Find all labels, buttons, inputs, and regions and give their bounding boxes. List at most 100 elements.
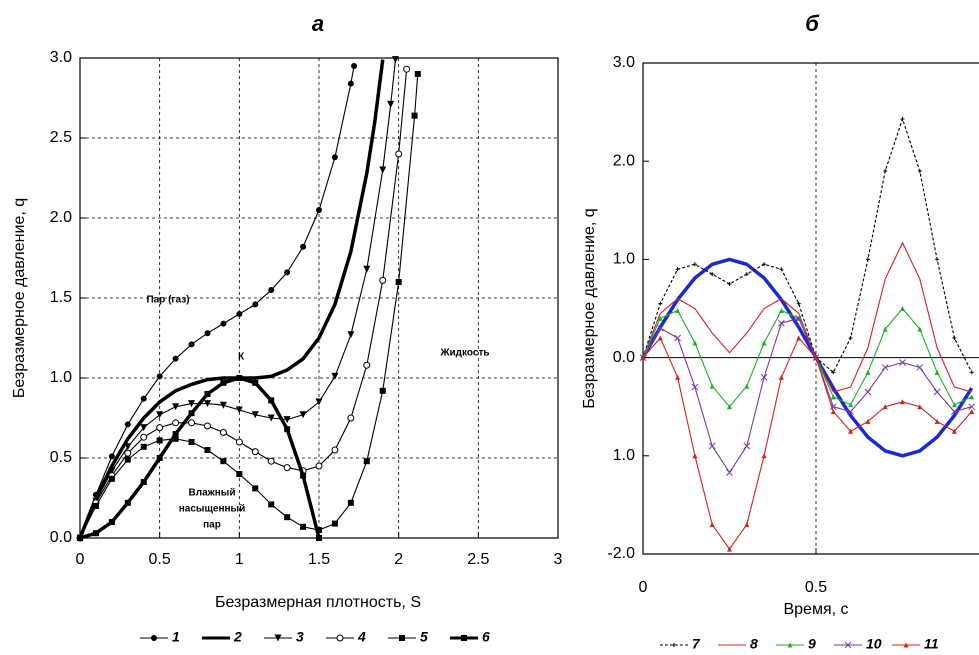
marker: [156, 424, 164, 432]
marker: [935, 257, 940, 262]
marker: [92, 503, 99, 509]
y-tick-label: 3.0: [613, 54, 635, 71]
legend-label: 7: [692, 636, 701, 652]
series-line: [79, 69, 408, 539]
marker: [140, 433, 148, 441]
marker: [140, 479, 147, 485]
x-tick-label: 0.5: [149, 551, 171, 568]
legend-label: 1: [172, 629, 180, 645]
annotation: Пар (газ): [146, 295, 189, 306]
marker: [917, 169, 922, 174]
series-line: [78, 59, 385, 539]
marker: [220, 458, 227, 465]
marker: [220, 379, 227, 386]
marker: [865, 418, 871, 424]
marker: [268, 397, 275, 404]
marker: [347, 80, 354, 87]
series-line: [642, 117, 973, 374]
marker: [108, 519, 115, 525]
legend-label: 8: [750, 636, 758, 652]
marker: [77, 535, 83, 541]
marker: [657, 335, 663, 341]
marker: [236, 375, 243, 381]
marker: [140, 424, 148, 432]
marker: [864, 388, 872, 396]
marker: [917, 404, 923, 410]
marker: [414, 71, 421, 77]
annotation: насыщенный: [179, 504, 245, 515]
marker: [267, 414, 275, 422]
marker: [188, 400, 196, 408]
x-tick-label: 3: [554, 551, 563, 568]
marker: [331, 520, 338, 527]
marker: [363, 265, 371, 273]
marker: [675, 307, 681, 313]
marker: [844, 641, 852, 649]
marker: [403, 65, 411, 73]
marker: [347, 331, 355, 339]
y-tick-label: 0.0: [50, 529, 72, 546]
y-tick-label: 0.5: [50, 449, 72, 466]
marker: [316, 527, 322, 533]
marker: [900, 399, 905, 405]
marker: [744, 522, 750, 528]
marker: [743, 442, 751, 450]
marker: [347, 414, 355, 422]
marker: [795, 314, 803, 322]
marker: [933, 388, 941, 396]
marker: [300, 523, 307, 530]
legend-label: 11: [924, 636, 939, 652]
marker: [156, 411, 164, 419]
marker: [881, 364, 889, 371]
marker: [331, 154, 338, 161]
marker: [899, 359, 906, 366]
series-line: [642, 317, 972, 474]
marker: [692, 262, 697, 267]
marker: [656, 324, 664, 332]
marker: [672, 643, 676, 647]
marker: [411, 112, 418, 119]
marker: [108, 453, 115, 460]
marker: [882, 404, 888, 410]
y-tick-label: 2.0: [50, 209, 72, 226]
y-tick-label: 1.0: [50, 369, 72, 386]
marker: [847, 408, 854, 415]
annotation: пар: [203, 520, 221, 531]
marker: [252, 379, 259, 386]
marker: [347, 499, 354, 506]
marker: [727, 404, 732, 410]
marker: [188, 419, 196, 427]
y-tick-label: 1.0: [613, 447, 635, 464]
marker: [674, 334, 681, 342]
x-tick-label: 0: [76, 551, 85, 568]
marker: [726, 469, 733, 476]
marker: [236, 311, 243, 317]
marker: [204, 391, 211, 397]
marker: [778, 319, 785, 327]
x-tick-label: 2: [394, 551, 403, 568]
marker: [156, 455, 163, 461]
legend-label: 9: [808, 636, 816, 652]
marker: [831, 370, 836, 375]
marker: [124, 443, 132, 451]
marker: [156, 437, 163, 444]
marker: [156, 373, 163, 380]
series-line: [642, 336, 973, 551]
marker: [124, 456, 131, 463]
marker: [108, 467, 116, 475]
marker: [708, 442, 716, 450]
y-tick-label: -2.0: [607, 545, 635, 562]
marker: [188, 410, 195, 417]
marker: [172, 435, 179, 442]
y-axis-label: Безразмерное давление, q: [581, 208, 598, 408]
marker: [882, 326, 888, 332]
marker: [203, 422, 211, 430]
marker: [744, 383, 750, 389]
marker: [969, 370, 974, 375]
marker: [691, 383, 699, 391]
y-tick-label: 2.5: [50, 129, 72, 146]
marker: [124, 421, 131, 428]
marker: [969, 409, 975, 415]
x-tick-label: 1: [235, 551, 244, 568]
marker: [363, 361, 371, 369]
